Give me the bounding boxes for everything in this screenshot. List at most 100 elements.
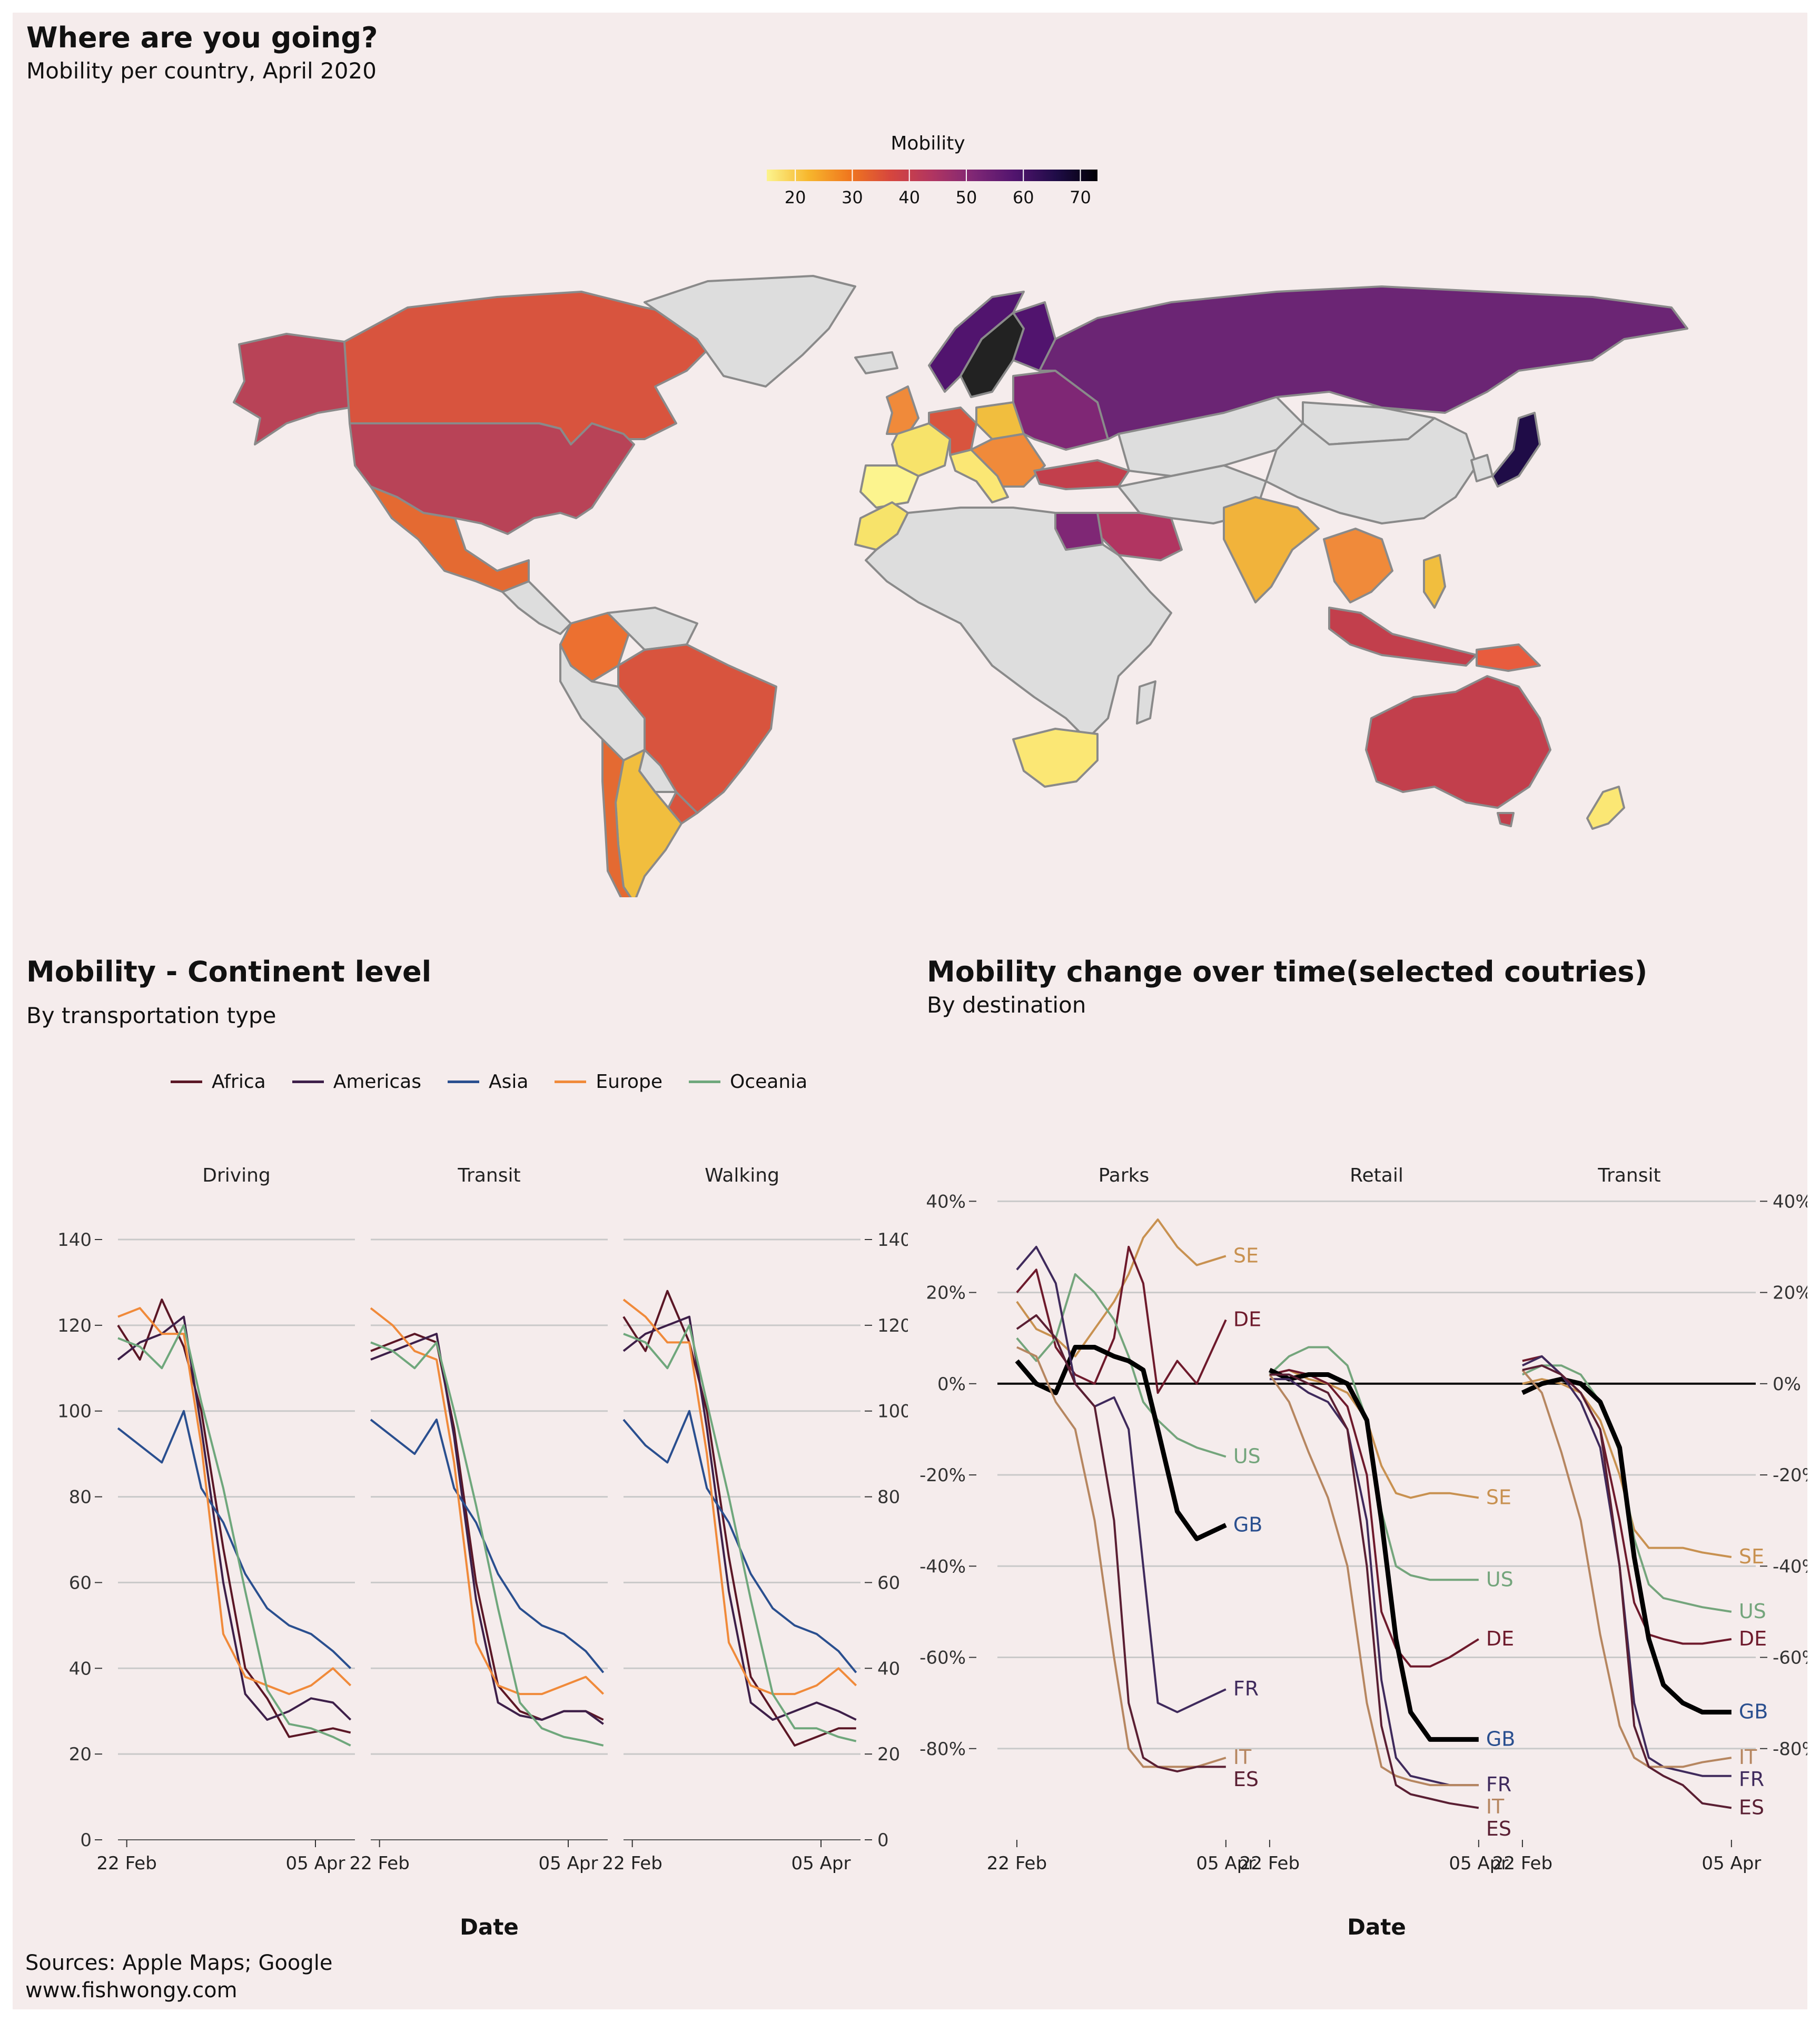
y-tick-label-right: 120 bbox=[877, 1315, 908, 1336]
tasmania bbox=[1497, 812, 1515, 827]
line-end-label: FR bbox=[1739, 1768, 1764, 1791]
series-line-gb bbox=[1268, 1367, 1479, 1742]
facet-label: Retail bbox=[1350, 1165, 1403, 1186]
facet-label: Walking bbox=[705, 1165, 779, 1186]
x-tick-label: 05 Apr bbox=[286, 1853, 345, 1874]
series-line-asia bbox=[117, 1410, 352, 1669]
balkans bbox=[970, 433, 1046, 488]
x-tick-label: 22 Feb bbox=[1492, 1853, 1552, 1874]
series-line-africa bbox=[622, 1290, 856, 1747]
countries-subtitle: By destination bbox=[927, 992, 1086, 1018]
line-end-label: DE bbox=[1233, 1308, 1261, 1331]
y-tick-label-right: 40% bbox=[1773, 1191, 1807, 1212]
country-mexico bbox=[370, 485, 530, 593]
legend-tick-label: 60 bbox=[1013, 187, 1034, 207]
legend-item-asia: Asia bbox=[447, 1071, 529, 1093]
source-note: Sources: Apple Maps; Google www.fishwong… bbox=[25, 1949, 333, 2004]
papua bbox=[1476, 643, 1541, 672]
line-end-label: GB bbox=[1739, 1700, 1768, 1723]
y-tick-label-right: 100 bbox=[877, 1401, 908, 1422]
line-end-label: IT bbox=[1486, 1795, 1505, 1818]
map-legend-title: Mobility bbox=[891, 133, 965, 154]
legend-tick-label: 70 bbox=[1070, 187, 1091, 207]
y-tick-label-left: -40% bbox=[919, 1556, 966, 1577]
legend-tick-label: 40 bbox=[898, 187, 920, 207]
legend-label: Americas bbox=[333, 1071, 421, 1093]
series-line-asia bbox=[370, 1419, 605, 1673]
legend-swatch bbox=[689, 1081, 721, 1083]
x-axis-title: Date bbox=[1347, 1914, 1406, 1940]
country-uk bbox=[886, 385, 919, 435]
continent-title: Mobility - Continent level bbox=[26, 955, 432, 988]
line-end-label: ES bbox=[1739, 1796, 1764, 1819]
legend-tick-label: 30 bbox=[842, 187, 863, 207]
y-tick-label-left: 20 bbox=[69, 1744, 92, 1765]
series-line-oceania bbox=[623, 1324, 857, 1742]
legend-swatch bbox=[555, 1081, 587, 1083]
y-tick-label-right: -80% bbox=[1773, 1739, 1807, 1760]
line-end-label: DE bbox=[1486, 1627, 1514, 1650]
countries-title: Mobility change over time(selected coutr… bbox=[927, 955, 1648, 988]
y-tick-label-right: 20 bbox=[877, 1744, 900, 1765]
map-legend-ticks: 20 30 40 50 60 70 bbox=[785, 170, 1091, 207]
y-tick-label-left: 0% bbox=[937, 1374, 966, 1395]
country-korea bbox=[1470, 454, 1493, 482]
country-canada bbox=[343, 291, 709, 445]
y-tick-label-left: 80 bbox=[69, 1487, 92, 1508]
country-australia bbox=[1365, 675, 1551, 809]
map-color-legend: Mobility 20 30 40 50 60 70 bbox=[767, 133, 1097, 207]
y-tick-label-right: 80 bbox=[877, 1487, 900, 1508]
country-indonesia bbox=[1328, 607, 1478, 667]
y-tick-label-left: 40% bbox=[926, 1191, 966, 1212]
legend-label: Europe bbox=[596, 1071, 663, 1093]
series-line-de bbox=[1269, 1369, 1479, 1668]
line-end-label: GB bbox=[1233, 1513, 1263, 1536]
x-tick-label: 22 Feb bbox=[97, 1853, 157, 1874]
legend-swatch bbox=[292, 1081, 324, 1083]
series-line-europe bbox=[622, 1299, 857, 1696]
x-tick-label: 22 Feb bbox=[987, 1853, 1047, 1874]
country-japan bbox=[1491, 412, 1541, 488]
y-tick-label-left: 140 bbox=[57, 1230, 92, 1251]
country-line-chart: 40% 40% 20% 20% 0% 0% -20% -20% -40% -40% -60% -60%… bbox=[919, 1165, 1807, 1940]
series-line-americas bbox=[370, 1333, 604, 1725]
facet-label: Parks bbox=[1099, 1165, 1150, 1186]
line-end-label: FR bbox=[1486, 1773, 1511, 1796]
x-tick-label: 05 Apr bbox=[1449, 1853, 1508, 1874]
country-thailand-vietnam bbox=[1323, 528, 1393, 603]
map-title: Where are you going? bbox=[26, 21, 378, 54]
continent-subtitle: By transportation type bbox=[26, 1003, 276, 1028]
series-line-europe bbox=[370, 1307, 605, 1696]
series-line-europe bbox=[117, 1307, 352, 1696]
series-line-americas bbox=[622, 1315, 857, 1721]
line-end-label: DE bbox=[1739, 1627, 1767, 1650]
country-spain bbox=[859, 464, 919, 509]
line-end-label: FR bbox=[1233, 1677, 1259, 1700]
legend-tick-label: 20 bbox=[785, 187, 806, 207]
figure-canvas: Where are you going? Mobility per countr… bbox=[13, 13, 1807, 2009]
series-line-oceania bbox=[370, 1341, 604, 1747]
legend-label: Asia bbox=[488, 1071, 529, 1093]
line-end-label: SE bbox=[1739, 1545, 1764, 1568]
source-line: Sources: Apple Maps; Google bbox=[25, 1951, 333, 1975]
line-end-label: SE bbox=[1486, 1485, 1511, 1509]
y-tick-label-right: 0% bbox=[1773, 1374, 1801, 1395]
line-end-label: IT bbox=[1233, 1746, 1252, 1769]
map-subtitle: Mobility per country, April 2020 bbox=[26, 58, 377, 84]
line-end-label: ES bbox=[1233, 1768, 1259, 1791]
series-line-oceania bbox=[117, 1324, 351, 1747]
y-tick-label-left: 0 bbox=[80, 1830, 92, 1851]
y-tick-label-left: 60 bbox=[69, 1572, 92, 1593]
y-tick-label-left: 20% bbox=[926, 1283, 966, 1304]
x-tick-label: 05 Apr bbox=[1196, 1853, 1255, 1874]
line-end-label: IT bbox=[1739, 1746, 1757, 1769]
x-tick-label: 05 Apr bbox=[539, 1853, 598, 1874]
y-tick-label-right: -20% bbox=[1773, 1465, 1807, 1486]
legend-label: Oceania bbox=[730, 1071, 808, 1093]
series-line-it bbox=[1269, 1374, 1479, 1787]
country-brazil bbox=[617, 643, 777, 814]
central-america bbox=[501, 580, 572, 635]
series-line-es bbox=[1522, 1364, 1732, 1809]
facet-label: Transit bbox=[457, 1165, 520, 1186]
line-end-label: GB bbox=[1486, 1727, 1516, 1750]
